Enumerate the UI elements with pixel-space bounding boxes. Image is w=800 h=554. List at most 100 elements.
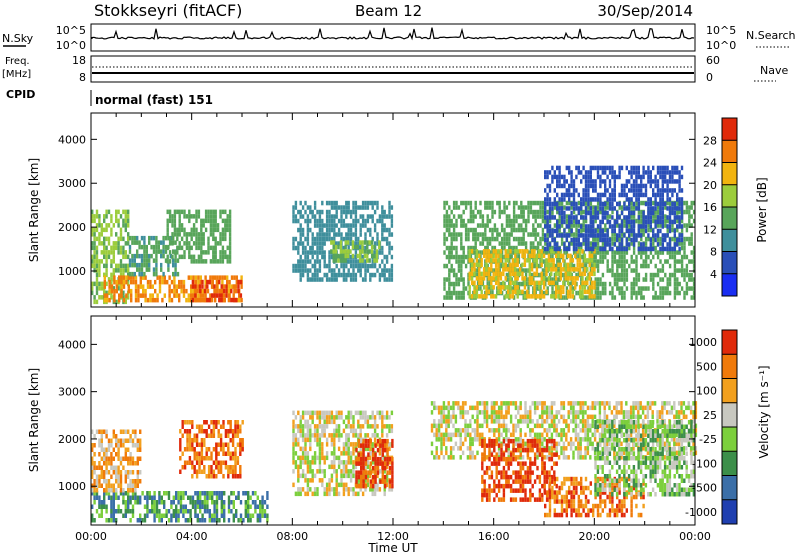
heatmap-cell bbox=[118, 297, 121, 303]
heatmap-cell bbox=[540, 280, 543, 286]
heatmap-cell bbox=[210, 420, 213, 425]
heatmap-cell bbox=[668, 242, 672, 247]
heatmap-cell bbox=[526, 249, 529, 254]
heatmap-cell bbox=[571, 294, 575, 299]
heatmap-cell bbox=[177, 495, 180, 500]
heatmap-cell bbox=[91, 518, 94, 523]
heatmap-cell bbox=[124, 214, 127, 219]
heatmap-cell bbox=[108, 284, 111, 289]
heatmap-cell bbox=[224, 250, 227, 255]
heatmap-cell bbox=[103, 447, 106, 452]
heatmap-cell bbox=[462, 200, 465, 206]
heatmap-cell bbox=[601, 290, 605, 296]
heatmap-cell bbox=[562, 285, 565, 290]
heatmap-cell bbox=[105, 456, 108, 461]
heatmap-cell bbox=[188, 433, 192, 438]
heatmap-cell bbox=[259, 500, 262, 505]
heatmap-cell bbox=[538, 253, 541, 259]
heatmap-cell bbox=[212, 209, 215, 215]
heatmap-cell bbox=[565, 218, 569, 224]
heatmap-cell bbox=[323, 241, 326, 246]
heatmap-cell bbox=[661, 192, 664, 198]
heatmap-cell bbox=[98, 474, 101, 479]
heatmap-cell bbox=[557, 262, 560, 268]
heatmap-cell bbox=[112, 286, 115, 291]
heatmap-cell bbox=[313, 428, 317, 434]
heatmap-cell bbox=[551, 209, 554, 215]
heatmap-cell bbox=[241, 442, 244, 447]
heatmap-cell bbox=[183, 232, 186, 237]
heatmap-cell bbox=[201, 500, 204, 505]
heatmap-cell bbox=[647, 210, 650, 216]
heatmap-cell bbox=[546, 224, 549, 229]
heatmap-cell bbox=[521, 262, 524, 268]
heatmap-cell bbox=[546, 237, 549, 243]
heatmap-cell bbox=[630, 237, 633, 243]
heatmap-cell bbox=[589, 165, 592, 171]
heatmap-cell bbox=[349, 460, 353, 465]
heatmap-cell bbox=[599, 290, 602, 296]
heatmap-cell bbox=[130, 297, 133, 303]
heatmap-cell bbox=[239, 518, 243, 523]
heatmap-cell bbox=[640, 214, 643, 219]
heatmap-cell bbox=[577, 233, 580, 238]
heatmap-cell bbox=[325, 218, 329, 224]
heatmap-cell bbox=[131, 461, 135, 466]
heatmap-cell bbox=[654, 174, 657, 180]
heatmap-cell bbox=[527, 232, 530, 237]
heatmap-cell bbox=[487, 276, 491, 281]
heatmap-cell bbox=[568, 197, 571, 202]
heatmap-cell bbox=[131, 456, 135, 461]
heatmap-cell bbox=[203, 469, 206, 474]
heatmap-cell bbox=[546, 183, 549, 189]
heatmap-cell bbox=[450, 290, 453, 296]
heatmap-cell bbox=[354, 259, 358, 264]
heatmap-cell bbox=[618, 242, 621, 247]
heatmap-cell bbox=[539, 200, 542, 206]
heatmap-cell bbox=[611, 246, 614, 252]
heatmap-cell bbox=[131, 513, 135, 518]
heatmap-cell bbox=[226, 223, 229, 228]
heatmap-cell bbox=[599, 192, 602, 198]
heatmap-cell bbox=[460, 254, 463, 260]
heatmap-cell bbox=[630, 295, 633, 300]
heatmap-cell bbox=[460, 214, 463, 219]
heatmap-cell bbox=[490, 276, 493, 281]
heatmap-cell bbox=[628, 170, 631, 175]
heatmap-cell bbox=[189, 509, 192, 514]
heatmap-cell bbox=[110, 443, 113, 448]
heatmap-cell bbox=[558, 183, 561, 189]
heatmap-cell bbox=[115, 495, 118, 500]
heatmap-cell bbox=[678, 241, 681, 246]
heatmap-cell bbox=[661, 210, 664, 216]
heatmap-cell bbox=[618, 233, 621, 238]
heatmap-cell bbox=[185, 245, 189, 251]
heatmap-cell bbox=[344, 240, 347, 245]
heatmap-cell bbox=[443, 232, 446, 237]
power-colorbar-label: Power [dB] bbox=[755, 177, 769, 242]
heatmap-cell bbox=[575, 219, 578, 225]
heatmap-cell bbox=[625, 237, 628, 243]
heatmap-cell bbox=[613, 188, 616, 193]
heatmap-cell bbox=[219, 424, 223, 429]
heatmap-cell bbox=[625, 219, 628, 225]
heatmap-cell bbox=[311, 277, 314, 282]
heatmap-cell bbox=[173, 223, 177, 228]
heatmap-cell bbox=[165, 491, 168, 496]
heatmap-cell bbox=[592, 219, 595, 225]
heatmap-cell bbox=[318, 415, 322, 420]
heatmap-cell bbox=[366, 227, 370, 233]
heatmap-cell bbox=[107, 483, 111, 488]
heatmap-cell bbox=[325, 442, 329, 447]
heatmap-cell bbox=[299, 487, 302, 492]
heatmap-cell bbox=[112, 456, 115, 461]
heatmap-cell bbox=[334, 253, 338, 259]
heatmap-cell bbox=[204, 250, 208, 255]
heatmap-cell bbox=[95, 465, 99, 470]
heatmap-cell bbox=[680, 197, 684, 202]
heatmap-cell bbox=[545, 271, 548, 277]
heatmap-cell bbox=[115, 284, 118, 289]
heatmap-cell bbox=[541, 232, 545, 237]
heatmap-cell bbox=[618, 170, 621, 175]
heatmap-cell bbox=[91, 465, 94, 470]
